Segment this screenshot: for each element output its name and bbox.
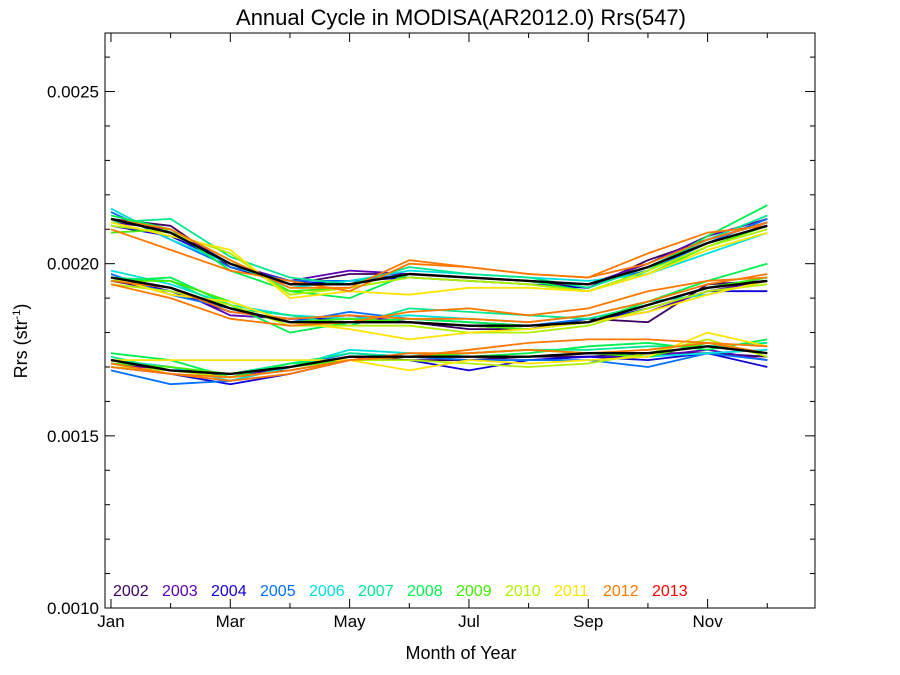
legend-entry-2008: 2008 — [407, 583, 443, 600]
y-axis: 0.0010 0.0015 0.0020 0.0025 — [47, 56, 815, 618]
legend-entry-2009: 2009 — [456, 583, 492, 600]
series-line-11 — [110, 224, 768, 293]
series-line-22 — [110, 283, 768, 334]
legend-entry-2013: 2013 — [652, 583, 688, 600]
x-tick-label: Mar — [216, 612, 246, 631]
series-line-10 — [110, 221, 768, 300]
series-line-23 — [110, 276, 768, 341]
legend-entry-2005: 2005 — [260, 583, 296, 600]
legend-entry-2006: 2006 — [309, 583, 345, 600]
series-line-25 — [110, 273, 768, 324]
x-axis-label: Month of Year — [405, 643, 516, 663]
series-line-30 — [110, 352, 768, 386]
series-line-26 — [110, 276, 768, 327]
y-axis-label: Rrs (str-1) — [11, 304, 31, 379]
y-axis-label-text: Rrs (str — [11, 319, 31, 378]
x-tick-label: Jul — [458, 612, 480, 631]
legend: 2002 2003 2004 2005 2006 2007 2008 2009 2010 2011… — [113, 583, 688, 600]
series-line-38 — [110, 341, 768, 379]
legend-entry-2002: 2002 — [113, 583, 149, 600]
series-line-13 — [110, 217, 768, 286]
x-tick-label: May — [334, 612, 367, 631]
x-tick-label: Nov — [692, 612, 723, 631]
legend-entry-2011: 2011 — [554, 583, 589, 600]
series-lines — [110, 204, 768, 386]
y-axis-label-superscript: -1 — [11, 310, 23, 320]
series-line-18 — [110, 269, 768, 324]
series-line-24 — [110, 276, 768, 327]
plot-frame — [104, 32, 816, 609]
series-line-9 — [110, 224, 768, 296]
legend-entry-2012: 2012 — [603, 583, 639, 600]
legend-entry-2004: 2004 — [211, 583, 247, 600]
chart-title: Annual Cycle in MODISA(AR2012.0) Rrs(547… — [236, 5, 686, 30]
y-axis-label-close: ) — [11, 304, 31, 310]
series-line-39 — [110, 345, 768, 376]
y-tick-label: 0.0025 — [47, 83, 99, 102]
series-line-12 — [110, 218, 768, 289]
series-line-4 — [110, 211, 768, 286]
x-tick-label: Jan — [97, 612, 124, 631]
x-axis: Jan Mar May Jul Sep Nov — [97, 33, 768, 631]
x-tick-label: Sep — [573, 612, 603, 631]
y-tick-label: 0.0010 — [47, 599, 99, 618]
y-tick-label: 0.0020 — [47, 255, 99, 274]
legend-entry-2007: 2007 — [358, 583, 394, 600]
legend-entry-2010: 2010 — [505, 583, 541, 600]
legend-entry-2003: 2003 — [162, 583, 198, 600]
y-tick-label: 0.0015 — [47, 427, 99, 446]
